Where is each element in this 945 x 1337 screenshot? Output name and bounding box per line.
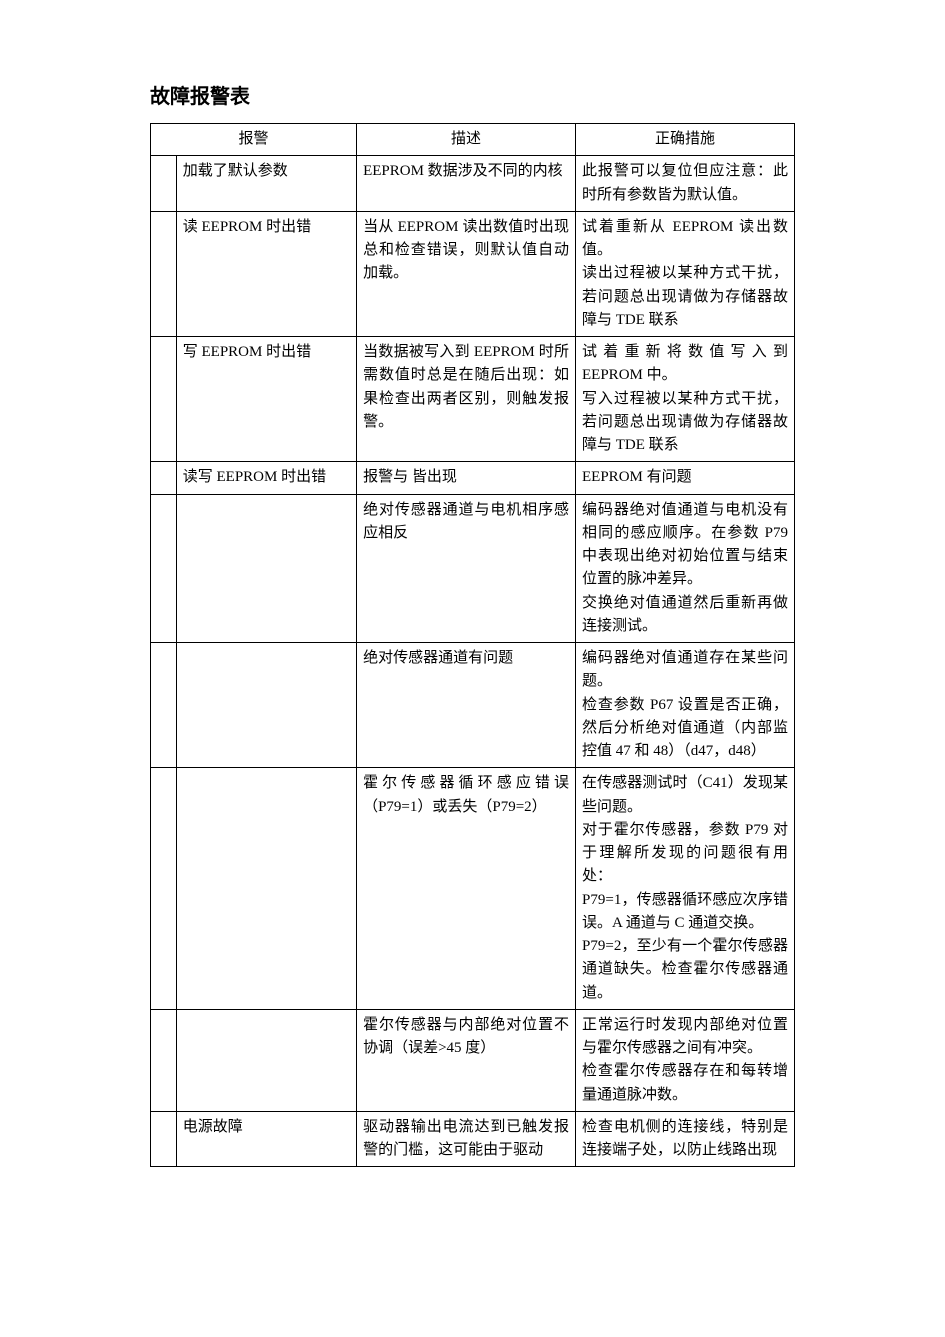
- cell-alarm: [176, 643, 356, 768]
- table-row: 绝对传感器通道与电机相序感应相反编码器绝对值通道与电机没有相同的感应顺序。在参数…: [151, 494, 795, 643]
- cell-code: [151, 1009, 177, 1111]
- cell-action: 正常运行时发现内部绝对位置与霍尔传感器之间有冲突。检查霍尔传感器存在和每转增量通…: [576, 1009, 795, 1111]
- cell-code: [151, 337, 177, 462]
- table-row: 霍尔传感器循环感应错误（P79=1）或丢失（P79=2）在传感器测试时（C41）…: [151, 768, 795, 1010]
- cell-alarm: 读 EEPROM 时出错: [176, 211, 356, 336]
- cell-code: [151, 768, 177, 1010]
- cell-description: 当数据被写入到 EEPROM 时所需数值时总是在随后出现：如果检查出两者区别，则…: [357, 337, 576, 462]
- cell-description: 当从 EEPROM 读出数值时出现总和检查错误，则默认值自动加载。: [357, 211, 576, 336]
- table-row: 电源故障驱动器输出电流达到已触发报警的门槛，这可能由于驱动检查电机侧的连接线，特…: [151, 1111, 795, 1167]
- cell-description: 霍尔传感器与内部绝对位置不协调（误差>45 度）: [357, 1009, 576, 1111]
- table-row: 加载了默认参数EEPROM 数据涉及不同的内核此报警可以复位但应注意：此时所有参…: [151, 156, 795, 212]
- cell-alarm: 电源故障: [176, 1111, 356, 1167]
- cell-action: 编码器绝对值通道存在某些问题。检查参数 P67 设置是否正确，然后分析绝对值通道…: [576, 643, 795, 768]
- cell-description: 霍尔传感器循环感应错误（P79=1）或丢失（P79=2）: [357, 768, 576, 1010]
- cell-description: 驱动器输出电流达到已触发报警的门槛，这可能由于驱动: [357, 1111, 576, 1167]
- col-header-desc: 描述: [357, 124, 576, 156]
- table-row: 读 EEPROM 时出错当从 EEPROM 读出数值时出现总和检查错误，则默认值…: [151, 211, 795, 336]
- cell-action: 试着重新将数值写入到 EEPROM 中。写入过程被以某种方式干扰，若问题总出现请…: [576, 337, 795, 462]
- col-header-action: 正确措施: [576, 124, 795, 156]
- cell-code: [151, 494, 177, 643]
- table-row: 读写 EEPROM 时出错报警与 皆出现EEPROM 有问题: [151, 462, 795, 494]
- cell-action: 此报警可以复位但应注意：此时所有参数皆为默认值。: [576, 156, 795, 212]
- cell-description: 报警与 皆出现: [357, 462, 576, 494]
- page-title: 故障报警表: [150, 80, 795, 109]
- cell-action: 试着重新从 EEPROM 读出数值。读出过程被以某种方式干扰，若问题总出现请做为…: [576, 211, 795, 336]
- document-page: 故障报警表 报警 描述 正确措施 加载了默认参数EEPROM 数据涉及不同的内核…: [0, 0, 945, 1227]
- cell-code: [151, 211, 177, 336]
- cell-description: 绝对传感器通道有问题: [357, 643, 576, 768]
- cell-code: [151, 156, 177, 212]
- cell-alarm: [176, 1009, 356, 1111]
- table-row: 写 EEPROM 时出错当数据被写入到 EEPROM 时所需数值时总是在随后出现…: [151, 337, 795, 462]
- cell-action: 在传感器测试时（C41）发现某些问题。对于霍尔传感器，参数 P79 对于理解所发…: [576, 768, 795, 1010]
- table-row: 绝对传感器通道有问题编码器绝对值通道存在某些问题。检查参数 P67 设置是否正确…: [151, 643, 795, 768]
- table-body: 加载了默认参数EEPROM 数据涉及不同的内核此报警可以复位但应注意：此时所有参…: [151, 156, 795, 1167]
- col-header-alarm: 报警: [151, 124, 357, 156]
- cell-code: [151, 462, 177, 494]
- cell-code: [151, 1111, 177, 1167]
- cell-action: 检查电机侧的连接线，特别是连接端子处，以防止线路出现: [576, 1111, 795, 1167]
- cell-alarm: 写 EEPROM 时出错: [176, 337, 356, 462]
- cell-alarm: 读写 EEPROM 时出错: [176, 462, 356, 494]
- cell-action: EEPROM 有问题: [576, 462, 795, 494]
- fault-alarm-table: 报警 描述 正确措施 加载了默认参数EEPROM 数据涉及不同的内核此报警可以复…: [150, 123, 795, 1167]
- cell-alarm: [176, 768, 356, 1010]
- cell-action: 编码器绝对值通道与电机没有相同的感应顺序。在参数 P79 中表现出绝对初始位置与…: [576, 494, 795, 643]
- table-row: 霍尔传感器与内部绝对位置不协调（误差>45 度）正常运行时发现内部绝对位置与霍尔…: [151, 1009, 795, 1111]
- cell-alarm: [176, 494, 356, 643]
- cell-alarm: 加载了默认参数: [176, 156, 356, 212]
- table-header-row: 报警 描述 正确措施: [151, 124, 795, 156]
- cell-description: 绝对传感器通道与电机相序感应相反: [357, 494, 576, 643]
- cell-description: EEPROM 数据涉及不同的内核: [357, 156, 576, 212]
- cell-code: [151, 643, 177, 768]
